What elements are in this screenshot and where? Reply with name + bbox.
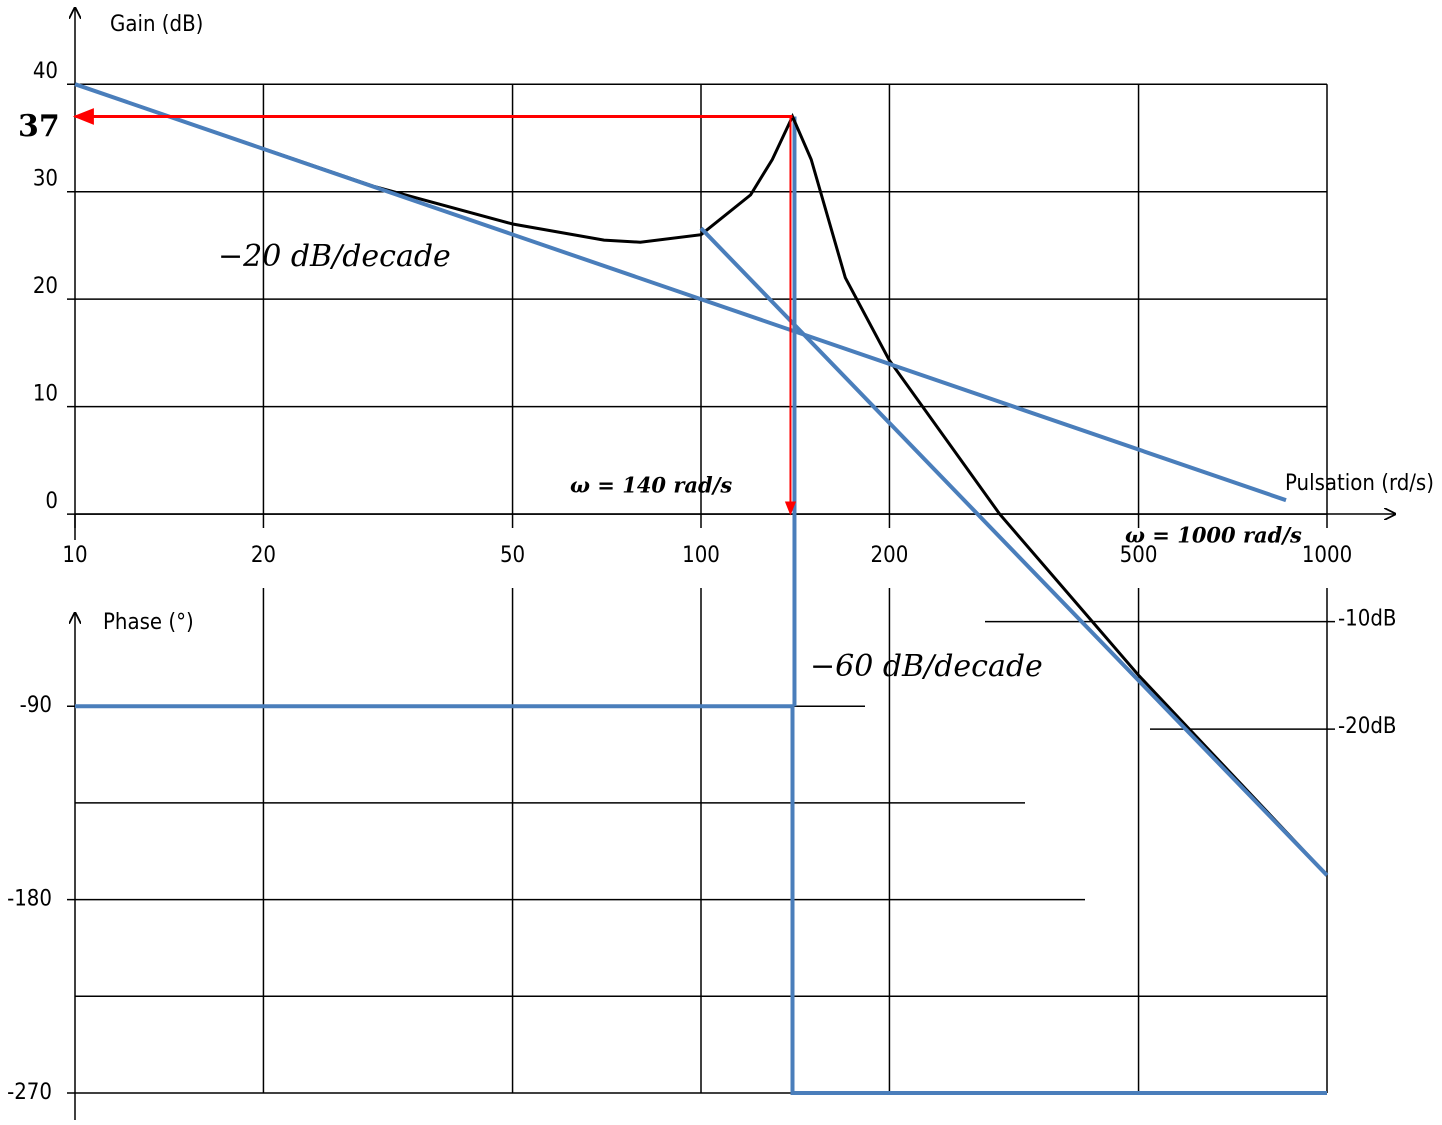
x-tick-label: 10 bbox=[62, 543, 87, 568]
series-line bbox=[74, 82, 1287, 503]
x-tick-label: 100 bbox=[682, 543, 720, 568]
x-tick-label: 20 bbox=[251, 543, 276, 568]
y-tick-label: -90 bbox=[20, 693, 52, 718]
y-tick-label: 30 bbox=[33, 167, 58, 192]
x-axis-label: Pulsation (rd/s) bbox=[1285, 471, 1434, 496]
gain-axis-label: Gain (dB) bbox=[110, 12, 203, 37]
y-tick-label: -10dB bbox=[1338, 607, 1396, 632]
phase-axis-label: Phase (°) bbox=[103, 610, 194, 635]
y-tick-label: 20 bbox=[33, 274, 58, 299]
y-tick-label: -20dB bbox=[1338, 714, 1396, 739]
annotation: −60 dB/decade bbox=[810, 649, 1043, 684]
x-tick-label: 500 bbox=[1120, 543, 1158, 568]
x-tick-label: 1000 bbox=[1302, 543, 1352, 568]
series-line bbox=[75, 704, 1327, 1095]
y-tick-label: 0 bbox=[45, 489, 58, 514]
peak-freq-label: ω = 140 rad/s bbox=[570, 473, 732, 498]
annotation: −20 dB/decade bbox=[218, 239, 451, 274]
peak-value-label: 37 bbox=[18, 109, 60, 144]
series-line bbox=[699, 226, 1329, 877]
y-tick-label: 10 bbox=[33, 382, 58, 407]
x-tick-label: 50 bbox=[500, 543, 525, 568]
y-tick-label: -180 bbox=[7, 887, 52, 912]
annotation: ω = 1000 rad/s bbox=[1125, 523, 1302, 548]
y-tick-label: -270 bbox=[7, 1080, 52, 1105]
y-tick-label: 40 bbox=[33, 59, 58, 84]
series-line bbox=[74, 82, 1329, 877]
x-tick-label: 200 bbox=[871, 543, 909, 568]
